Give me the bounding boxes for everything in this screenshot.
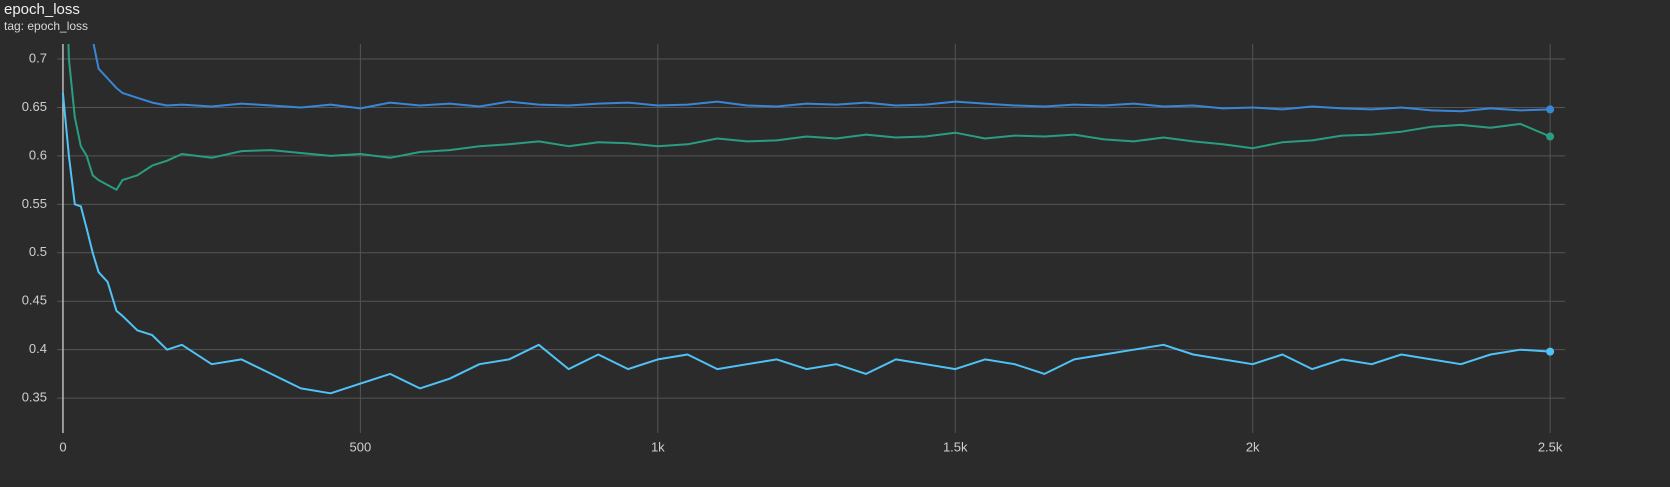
- series-line: [92, 44, 1551, 113]
- y-tick-label: 0.55: [22, 196, 47, 211]
- end-dot: [1546, 105, 1555, 114]
- series-line: [61, 92, 1551, 395]
- x-tick-label: 1.5k: [943, 439, 968, 454]
- y-tick-label: 0.6: [29, 147, 47, 162]
- x-tick-label: 2k: [1246, 439, 1260, 454]
- grid: [57, 44, 1565, 433]
- y-tick-label: 0.65: [22, 99, 47, 114]
- chart-subtitle: tag: epoch_loss: [4, 19, 88, 33]
- plot-area: [61, 44, 1555, 395]
- end-dot: [1546, 132, 1555, 141]
- chart-title: epoch_loss: [4, 1, 80, 18]
- y-tick-label: 0.45: [22, 293, 47, 308]
- end-dot: [1546, 347, 1555, 356]
- y-tick-label: 0.4: [29, 341, 47, 356]
- x-tick-label: 500: [350, 439, 372, 454]
- y-tick-label: 0.35: [22, 390, 47, 405]
- series-line: [67, 44, 1551, 191]
- x-tick-label: 0: [59, 439, 66, 454]
- x-tick-label: 1k: [651, 439, 665, 454]
- y-tick-label: 0.7: [29, 50, 47, 65]
- x-tick-label: 2.5k: [1538, 439, 1563, 454]
- y-tick-label: 0.5: [29, 244, 47, 259]
